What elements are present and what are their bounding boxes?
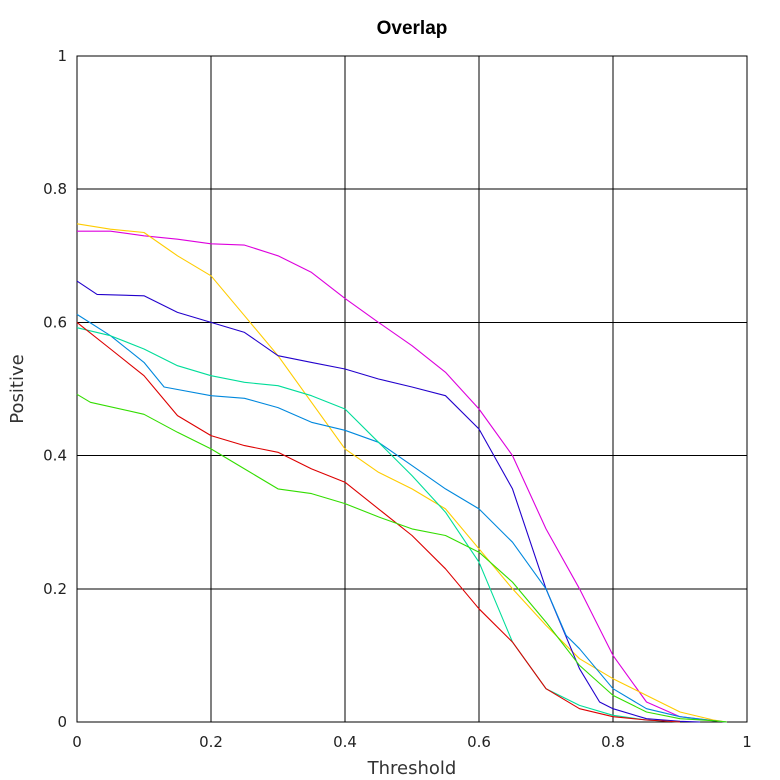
series-line-5 (76, 327, 681, 723)
series-line-1 (77, 230, 727, 723)
x-tick-label: 0.2 (199, 733, 223, 751)
chart-title: Overlap (377, 18, 448, 39)
y-axis-label: Positive (7, 354, 28, 423)
series-line-6 (76, 321, 681, 723)
y-tick-label: 1 (57, 47, 67, 65)
series-line-7 (76, 393, 727, 723)
y-tick-label: 0.6 (43, 313, 67, 331)
series-line-4 (76, 313, 727, 723)
x-tick-label: 0 (72, 733, 82, 751)
series-line-2 (76, 223, 727, 723)
x-tick-label: 0.6 (467, 733, 491, 751)
x-tick-label: 0.8 (601, 733, 625, 751)
series-line-3 (76, 280, 701, 723)
series-group (76, 223, 727, 723)
y-tick-label: 0 (57, 713, 67, 731)
y-tick-label: 0.2 (43, 580, 67, 598)
y-tick-label: 0.4 (43, 447, 67, 465)
x-tick-label: 0.4 (333, 733, 357, 751)
x-tick-label: 1 (742, 733, 752, 751)
x-axis-ticks: 0 0.2 0.4 0.6 0.8 1 (72, 733, 752, 751)
x-axis-label: Threshold (367, 758, 457, 779)
y-tick-label: 0.8 (43, 180, 67, 198)
plot-frame (76, 55, 748, 723)
y-axis-ticks: 0 0.2 0.4 0.6 0.8 1 (43, 47, 67, 731)
